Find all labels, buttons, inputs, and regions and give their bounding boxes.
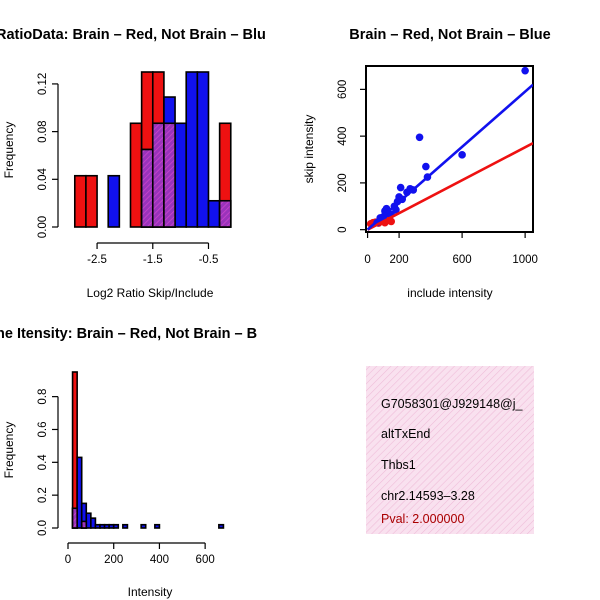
ratio-blue-bar — [107, 174, 121, 228]
info-event-type: altTxEnd — [381, 427, 430, 441]
ratio-overlap-bar — [151, 122, 165, 228]
intensity-x-tick-label: 600 — [196, 554, 215, 566]
intensity-x-tick-label: 0 — [65, 554, 71, 566]
intensity-blue-bar — [154, 523, 161, 529]
scatter-content — [366, 66, 533, 231]
ratio-bars — [73, 71, 232, 228]
intensity-y-label: Frequency — [2, 422, 16, 479]
intensity-overlap-bar — [80, 520, 88, 529]
scatter-fit-line-blue — [366, 83, 533, 231]
ratio-blue-bar — [174, 122, 188, 228]
intensity-blue-bar — [76, 456, 83, 529]
ratio-x-tick-label: -0.5 — [199, 254, 219, 266]
scatter-point-blue — [521, 66, 529, 75]
ratio-red-bar — [85, 174, 98, 228]
ratio-chart-title: RatioData: Brain – Red, Not Brain – Blu — [0, 27, 266, 43]
scatter-plot-frame — [365, 65, 534, 233]
intensity-chart-title: ne Itensity: Brain – Red, Not Brain – B — [0, 326, 257, 342]
intensity-axes: 0 200 400 600 0.0 0.2 0.4 0.6 0.8 — [37, 389, 215, 566]
scatter-clip-group — [366, 66, 533, 231]
scatter-x-tick-label: 0 — [364, 254, 370, 266]
intensity-y-tick-label: 0.6 — [37, 421, 49, 437]
scatter-y-tick-label: 200 — [337, 173, 349, 192]
info-gene-name: Thbs1 — [381, 458, 416, 472]
ratio-blue-bar — [196, 71, 210, 228]
intensity-x-label: Intensity — [128, 585, 173, 599]
ratio-overlap-bar — [140, 148, 154, 228]
ratio-histogram: RatioData: Brain – Red, Not Brain – Blu … — [0, 27, 266, 300]
info-pval: Pval: 2.000000 — [381, 512, 464, 526]
intensity-overlap-bar — [71, 507, 78, 529]
intensity-x-tick-label: 200 — [104, 554, 123, 566]
ratio-blue-bar — [207, 199, 221, 228]
intensity-scatter: Brain – Red, Not Brain – Blue 0 200 600 100… — [302, 27, 551, 300]
intensity-blue-bar — [140, 523, 147, 529]
scatter-fit-line-red — [366, 142, 533, 231]
scatter-point-blue — [415, 133, 424, 142]
scatter-x-tick-label: 600 — [453, 254, 472, 266]
scatter-x-label: include intensity — [407, 286, 492, 300]
intensity-histogram: ne Itensity: Brain – Red, Not Brain – B … — [0, 326, 257, 599]
scatter-y-label: skip intensity — [302, 115, 316, 184]
scatter-x-tick-label: 200 — [389, 254, 408, 266]
ratio-y-tick-label: 0.08 — [37, 120, 49, 142]
scatter-y-tick-label: 400 — [337, 127, 349, 146]
scatter-y-tick-label: 0 — [337, 226, 349, 232]
ratio-overlap-bar — [218, 199, 232, 228]
info-location: chr2.14593–3.28 — [381, 489, 475, 503]
scatter-x-tick-label: 1000 — [512, 254, 538, 266]
intensity-y-tick-label: 0.8 — [37, 389, 49, 405]
scatter-point-blue — [396, 183, 405, 192]
intensity-blue-bar — [122, 523, 129, 529]
intensity-blue-bar — [112, 523, 120, 529]
ratio-overlap-bar — [163, 122, 176, 228]
ratio-red-bar — [129, 122, 143, 228]
scatter-chart-title: Brain – Red, Not Brain – Blue — [349, 27, 550, 43]
ratio-blue-bar — [185, 71, 199, 228]
intensity-blue-bar — [90, 517, 97, 529]
ratio-x-label: Log2 Ratio Skip/Include — [87, 286, 214, 300]
ratio-y-tick-label: 0.00 — [37, 216, 49, 238]
intensity-y-tick-label: 0.2 — [37, 487, 49, 503]
intensity-y-tick-label: 0.4 — [37, 454, 49, 471]
intensity-bars — [71, 371, 225, 529]
ratio-x-tick-label: -2.5 — [87, 254, 107, 266]
ratio-y-tick-label: 0.04 — [37, 168, 49, 191]
intensity-blue-bar — [218, 523, 225, 529]
scatter-point-blue — [422, 162, 430, 171]
scatter-axes: 0 200 600 1000 0 200 400 600 — [337, 80, 538, 266]
ratio-red-bar — [73, 174, 87, 228]
ratio-y-tick-label: 0.12 — [37, 73, 49, 95]
scatter-y-tick-label: 600 — [337, 80, 349, 99]
info-panel-hatch — [366, 366, 534, 534]
intensity-x-tick-label: 400 — [150, 554, 169, 566]
intensity-y-tick-label: 0.0 — [37, 520, 49, 536]
info-panel: G7058301@J929148@j_ altTxEnd Thbs1 chr2.… — [366, 366, 534, 534]
scatter-point-blue — [458, 151, 466, 159]
ratio-axes: -2.5 -1.5 -0.5 0.00 0.04 0.08 0.12 — [37, 73, 218, 266]
info-event-id: G7058301@J929148@j_ — [381, 397, 524, 411]
ratio-x-tick-label: -1.5 — [143, 254, 163, 266]
ratio-y-label: Frequency — [2, 122, 16, 179]
